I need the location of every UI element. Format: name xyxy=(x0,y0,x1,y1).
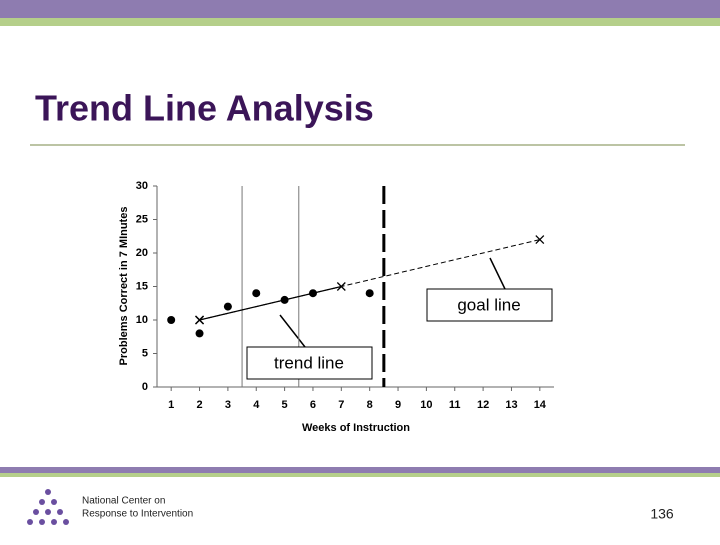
y-tick-label: 5 xyxy=(142,347,148,359)
data-point xyxy=(167,316,176,324)
y-tick-label: 20 xyxy=(136,247,148,259)
x-marker xyxy=(195,315,204,325)
data-point xyxy=(223,302,232,311)
footer-org: National Center on xyxy=(82,496,165,507)
x-tick-label: 8 xyxy=(367,399,373,411)
x-tick-label: 13 xyxy=(505,399,517,411)
bottom-accent xyxy=(0,473,720,477)
x-tick-label: 7 xyxy=(338,399,344,411)
callout-pointer xyxy=(279,314,306,348)
x-tick-label: 6 xyxy=(310,399,316,411)
bottom-bar xyxy=(0,467,720,473)
x-tick-label: 11 xyxy=(449,399,461,411)
top-bar xyxy=(0,0,720,18)
x-tick-label: 2 xyxy=(196,399,202,411)
slide-title: Trend Line Analysis xyxy=(35,88,374,129)
x-tick-label: 12 xyxy=(477,399,489,411)
x-axis-label: Weeks of Instruction xyxy=(302,422,410,434)
x-tick-label: 9 xyxy=(395,399,401,411)
x-tick-label: 10 xyxy=(420,399,432,411)
x-marker xyxy=(535,235,545,245)
callout-label: trend line xyxy=(274,353,344,372)
x-tick-label: 5 xyxy=(282,399,288,411)
y-tick-label: 0 xyxy=(142,381,148,393)
series-line xyxy=(199,239,540,321)
data-point xyxy=(365,289,374,298)
y-tick-label: 10 xyxy=(136,314,148,326)
x-tick-label: 3 xyxy=(225,399,231,411)
y-tick-label: 15 xyxy=(136,280,148,292)
data-point xyxy=(195,329,204,338)
x-tick-label: 1 xyxy=(168,399,174,411)
callout-box xyxy=(246,346,373,380)
y-axis-label: Problems Correct in 7 MInutes xyxy=(118,207,130,366)
callout-pointer xyxy=(489,257,506,290)
page-number: 136 xyxy=(650,506,674,522)
x-tick-label: 14 xyxy=(534,399,547,411)
y-tick-label: 30 xyxy=(136,180,148,192)
callout-box xyxy=(426,288,553,322)
y-tick-label: 25 xyxy=(136,213,148,225)
x-tick-label: 4 xyxy=(253,399,260,411)
footer-org: Response to Intervention xyxy=(82,509,193,520)
data-point xyxy=(252,289,261,298)
callout-label: goal line xyxy=(457,295,520,314)
top-accent xyxy=(0,18,720,26)
logo xyxy=(27,489,69,525)
